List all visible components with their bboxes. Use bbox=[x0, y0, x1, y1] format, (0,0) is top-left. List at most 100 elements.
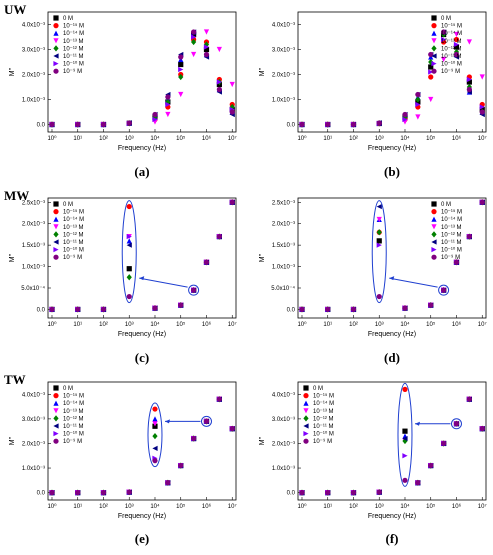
legend-marker bbox=[431, 45, 437, 52]
x-tick-label: 10¹ bbox=[73, 136, 82, 142]
legend-label: 10⁻¹⁵ M bbox=[313, 393, 334, 400]
panel-caption: (e) bbox=[135, 531, 149, 546]
legend-marker bbox=[53, 23, 59, 29]
legend-marker bbox=[53, 431, 59, 437]
x-tick-label: 10⁶ bbox=[452, 135, 462, 142]
point bbox=[178, 73, 184, 81]
legend-marker bbox=[303, 438, 309, 444]
legend-label: 10⁻¹³ M bbox=[63, 39, 84, 45]
legend-label: 10⁻¹⁴ M bbox=[441, 30, 462, 37]
row-label: TW bbox=[4, 372, 26, 387]
legend-marker bbox=[53, 438, 59, 444]
point bbox=[229, 81, 235, 88]
legend-marker bbox=[53, 408, 59, 414]
point bbox=[325, 121, 331, 128]
point bbox=[216, 396, 222, 402]
y-tick-label: 2.0x10⁻³ bbox=[272, 73, 295, 79]
legend-marker bbox=[53, 254, 59, 260]
legend-marker bbox=[53, 239, 59, 245]
legend-marker bbox=[431, 68, 437, 74]
x-tick-label: 10⁶ bbox=[202, 135, 212, 142]
point bbox=[191, 29, 197, 35]
x-tick-label: 10² bbox=[349, 504, 358, 510]
point bbox=[402, 111, 408, 118]
x-tick-label: 10⁵ bbox=[426, 503, 436, 510]
y-tick-label: 2.0x10⁻³ bbox=[272, 441, 295, 447]
point bbox=[325, 306, 331, 313]
arrow-head bbox=[414, 421, 420, 426]
point bbox=[415, 101, 421, 108]
point bbox=[191, 287, 197, 293]
legend-label: 10⁻¹⁰ M bbox=[63, 431, 84, 438]
plot-frame bbox=[297, 381, 487, 501]
point bbox=[203, 51, 210, 58]
point bbox=[126, 266, 132, 272]
point bbox=[216, 233, 222, 240]
legend-label: 10⁻¹³ M bbox=[441, 225, 462, 231]
point bbox=[178, 462, 184, 469]
legend-label: 10⁻⁹ M bbox=[441, 68, 460, 75]
legend-label: 10⁻¹⁴ M bbox=[63, 400, 84, 407]
x-tick-label: 10⁰ bbox=[297, 503, 307, 510]
legend-marker bbox=[53, 53, 59, 59]
point bbox=[178, 91, 184, 98]
point bbox=[441, 29, 447, 35]
x-tick-label: 10¹ bbox=[323, 504, 332, 510]
panel-caption: (d) bbox=[384, 350, 400, 365]
point bbox=[453, 259, 460, 265]
x-tick-label: 10⁶ bbox=[452, 503, 462, 510]
y-tick-label: 1.0x10⁻³ bbox=[272, 466, 295, 472]
legend-marker bbox=[53, 231, 59, 238]
legend-marker bbox=[303, 423, 309, 429]
arrow-head bbox=[164, 419, 170, 424]
point bbox=[178, 61, 184, 68]
point bbox=[466, 396, 472, 402]
arrow-head bbox=[389, 276, 395, 281]
x-tick-label: 10³ bbox=[375, 504, 384, 510]
legend-marker bbox=[431, 23, 437, 29]
legend-label: 10⁻¹⁰ M bbox=[441, 247, 462, 254]
panel-caption: (a) bbox=[134, 164, 149, 179]
point bbox=[466, 233, 472, 240]
point bbox=[376, 293, 382, 300]
arrow-head bbox=[139, 276, 145, 281]
annotation-circle bbox=[200, 415, 212, 427]
legend-label: 10⁻¹¹ M bbox=[63, 240, 84, 246]
y-tick-label: 2.5x10⁻³ bbox=[272, 200, 295, 206]
point bbox=[203, 44, 210, 50]
x-tick-label: 10⁵ bbox=[176, 503, 186, 510]
legend-label: 10⁻¹¹ M bbox=[441, 54, 462, 60]
legend-marker bbox=[431, 30, 437, 36]
point bbox=[152, 458, 158, 464]
legend-label: 10⁻¹³ M bbox=[63, 225, 84, 231]
legend-label: 0 M bbox=[63, 386, 73, 392]
point bbox=[376, 216, 382, 223]
x-axis-label: Frequency (Hz) bbox=[368, 331, 416, 338]
point bbox=[428, 462, 434, 469]
point bbox=[152, 406, 158, 412]
row-label: MW bbox=[4, 188, 29, 203]
point bbox=[376, 229, 382, 236]
point bbox=[126, 233, 132, 240]
point bbox=[229, 199, 235, 205]
point bbox=[466, 79, 472, 85]
point bbox=[479, 104, 485, 110]
point bbox=[49, 306, 55, 313]
annotation-circle bbox=[188, 284, 200, 296]
point bbox=[178, 54, 184, 60]
y-tick-label: 3.0x10⁻³ bbox=[22, 48, 45, 54]
legend-label: 10⁻¹³ M bbox=[441, 39, 462, 45]
legend-label: 0 M bbox=[441, 202, 451, 208]
point bbox=[165, 101, 171, 108]
legend-label: 10⁻¹¹ M bbox=[441, 240, 462, 246]
legend-marker bbox=[303, 385, 309, 391]
x-axis-label: Frequency (Hz) bbox=[368, 513, 416, 520]
point bbox=[152, 305, 158, 311]
point bbox=[229, 426, 235, 432]
legend-marker bbox=[53, 15, 59, 21]
point bbox=[402, 428, 408, 434]
annotation-arrow bbox=[139, 277, 188, 288]
point bbox=[441, 36, 447, 43]
y-tick-label: 1.5x10⁻³ bbox=[22, 243, 45, 249]
